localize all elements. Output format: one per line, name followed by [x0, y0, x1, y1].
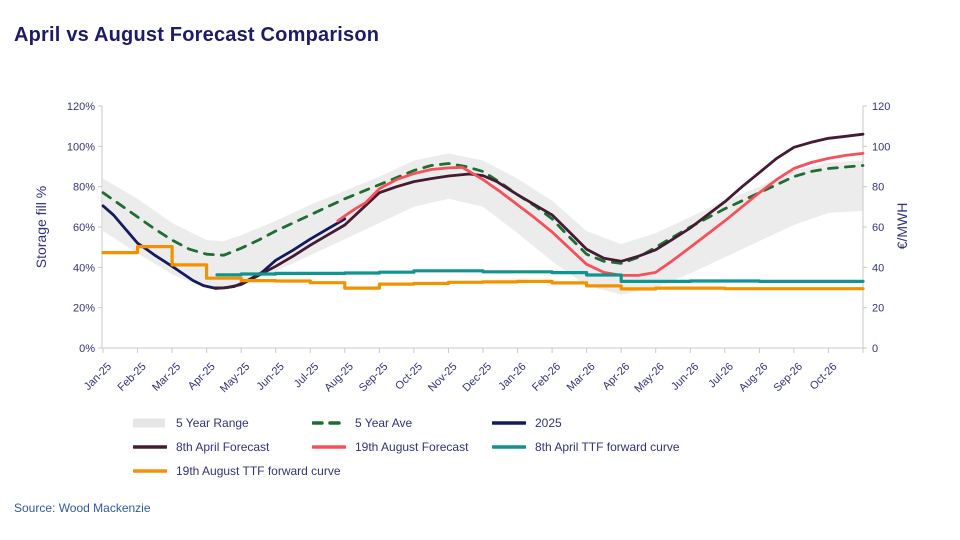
axis-tick-label: Jun-25	[255, 361, 287, 393]
august-forecast-line	[336, 152, 865, 277]
axis-tick-label: Jun-26	[669, 361, 701, 393]
source-note: Source: Wood Mackenzie	[14, 501, 151, 515]
axis-tick-label: Nov-25	[426, 361, 460, 395]
axis-tick-label: Aug-26	[737, 361, 771, 395]
axis-tick-label: May-25	[218, 361, 252, 395]
axis-tick-label: Apr-26	[600, 361, 632, 393]
axis-tick-label: 60	[872, 222, 884, 234]
axis-tick-label: Sep-25	[357, 361, 391, 395]
axis-tick-label: Jul-25	[292, 361, 322, 391]
axis-tick-label: Sep-26	[771, 361, 805, 395]
axis-tick-label: 100	[872, 141, 890, 153]
axis-tick-label: Oct-26	[808, 361, 840, 393]
left-axis-title: Storage fill %	[33, 186, 49, 268]
axis-tick-label: 0	[872, 343, 878, 355]
axis-tick-label: Feb-25	[116, 361, 149, 394]
axis-tick-label: Dec-25	[461, 361, 495, 395]
axis-tick-label: 0%	[79, 343, 95, 355]
axis-tick-label: Feb-26	[530, 361, 563, 394]
axis-tick-label: May-26	[632, 361, 666, 395]
axis-tick-label: Jan-26	[496, 361, 528, 393]
axis-tick-label: Apr-25	[186, 361, 218, 393]
five-year-ave-line	[101, 162, 865, 265]
page-title: April vs August Forecast Comparison	[14, 24, 380, 46]
axis-tick-label: 20	[872, 303, 884, 315]
axis-tick-label: 120	[872, 101, 890, 113]
axis-tick-label: 80%	[73, 182, 95, 194]
axis-tick-label: Mar-26	[565, 361, 598, 394]
august-ttf-line	[101, 245, 865, 291]
axis-tick-label: Aug-25	[322, 361, 356, 395]
axis-tick-label: 80	[872, 182, 884, 194]
axis-tick-label: Mar-25	[150, 361, 183, 394]
axis-tick-label: Oct-25	[393, 361, 425, 393]
axis-tick-label: 60%	[73, 222, 95, 234]
april-forecast-line	[213, 132, 865, 290]
right-axis-title: €/MWH	[894, 203, 910, 250]
axis-tick-label: 120%	[67, 101, 95, 113]
april-ttf-line	[215, 269, 865, 283]
axis-tick-label: 40	[872, 262, 884, 274]
axis-tick-label: 100%	[67, 141, 95, 153]
axis-tick-label: Jul-26	[706, 361, 736, 391]
axis-tick-label: Jan-25	[82, 361, 114, 393]
axis-tick-label: 20%	[73, 303, 95, 315]
axis-tick-label: 40%	[73, 262, 95, 274]
